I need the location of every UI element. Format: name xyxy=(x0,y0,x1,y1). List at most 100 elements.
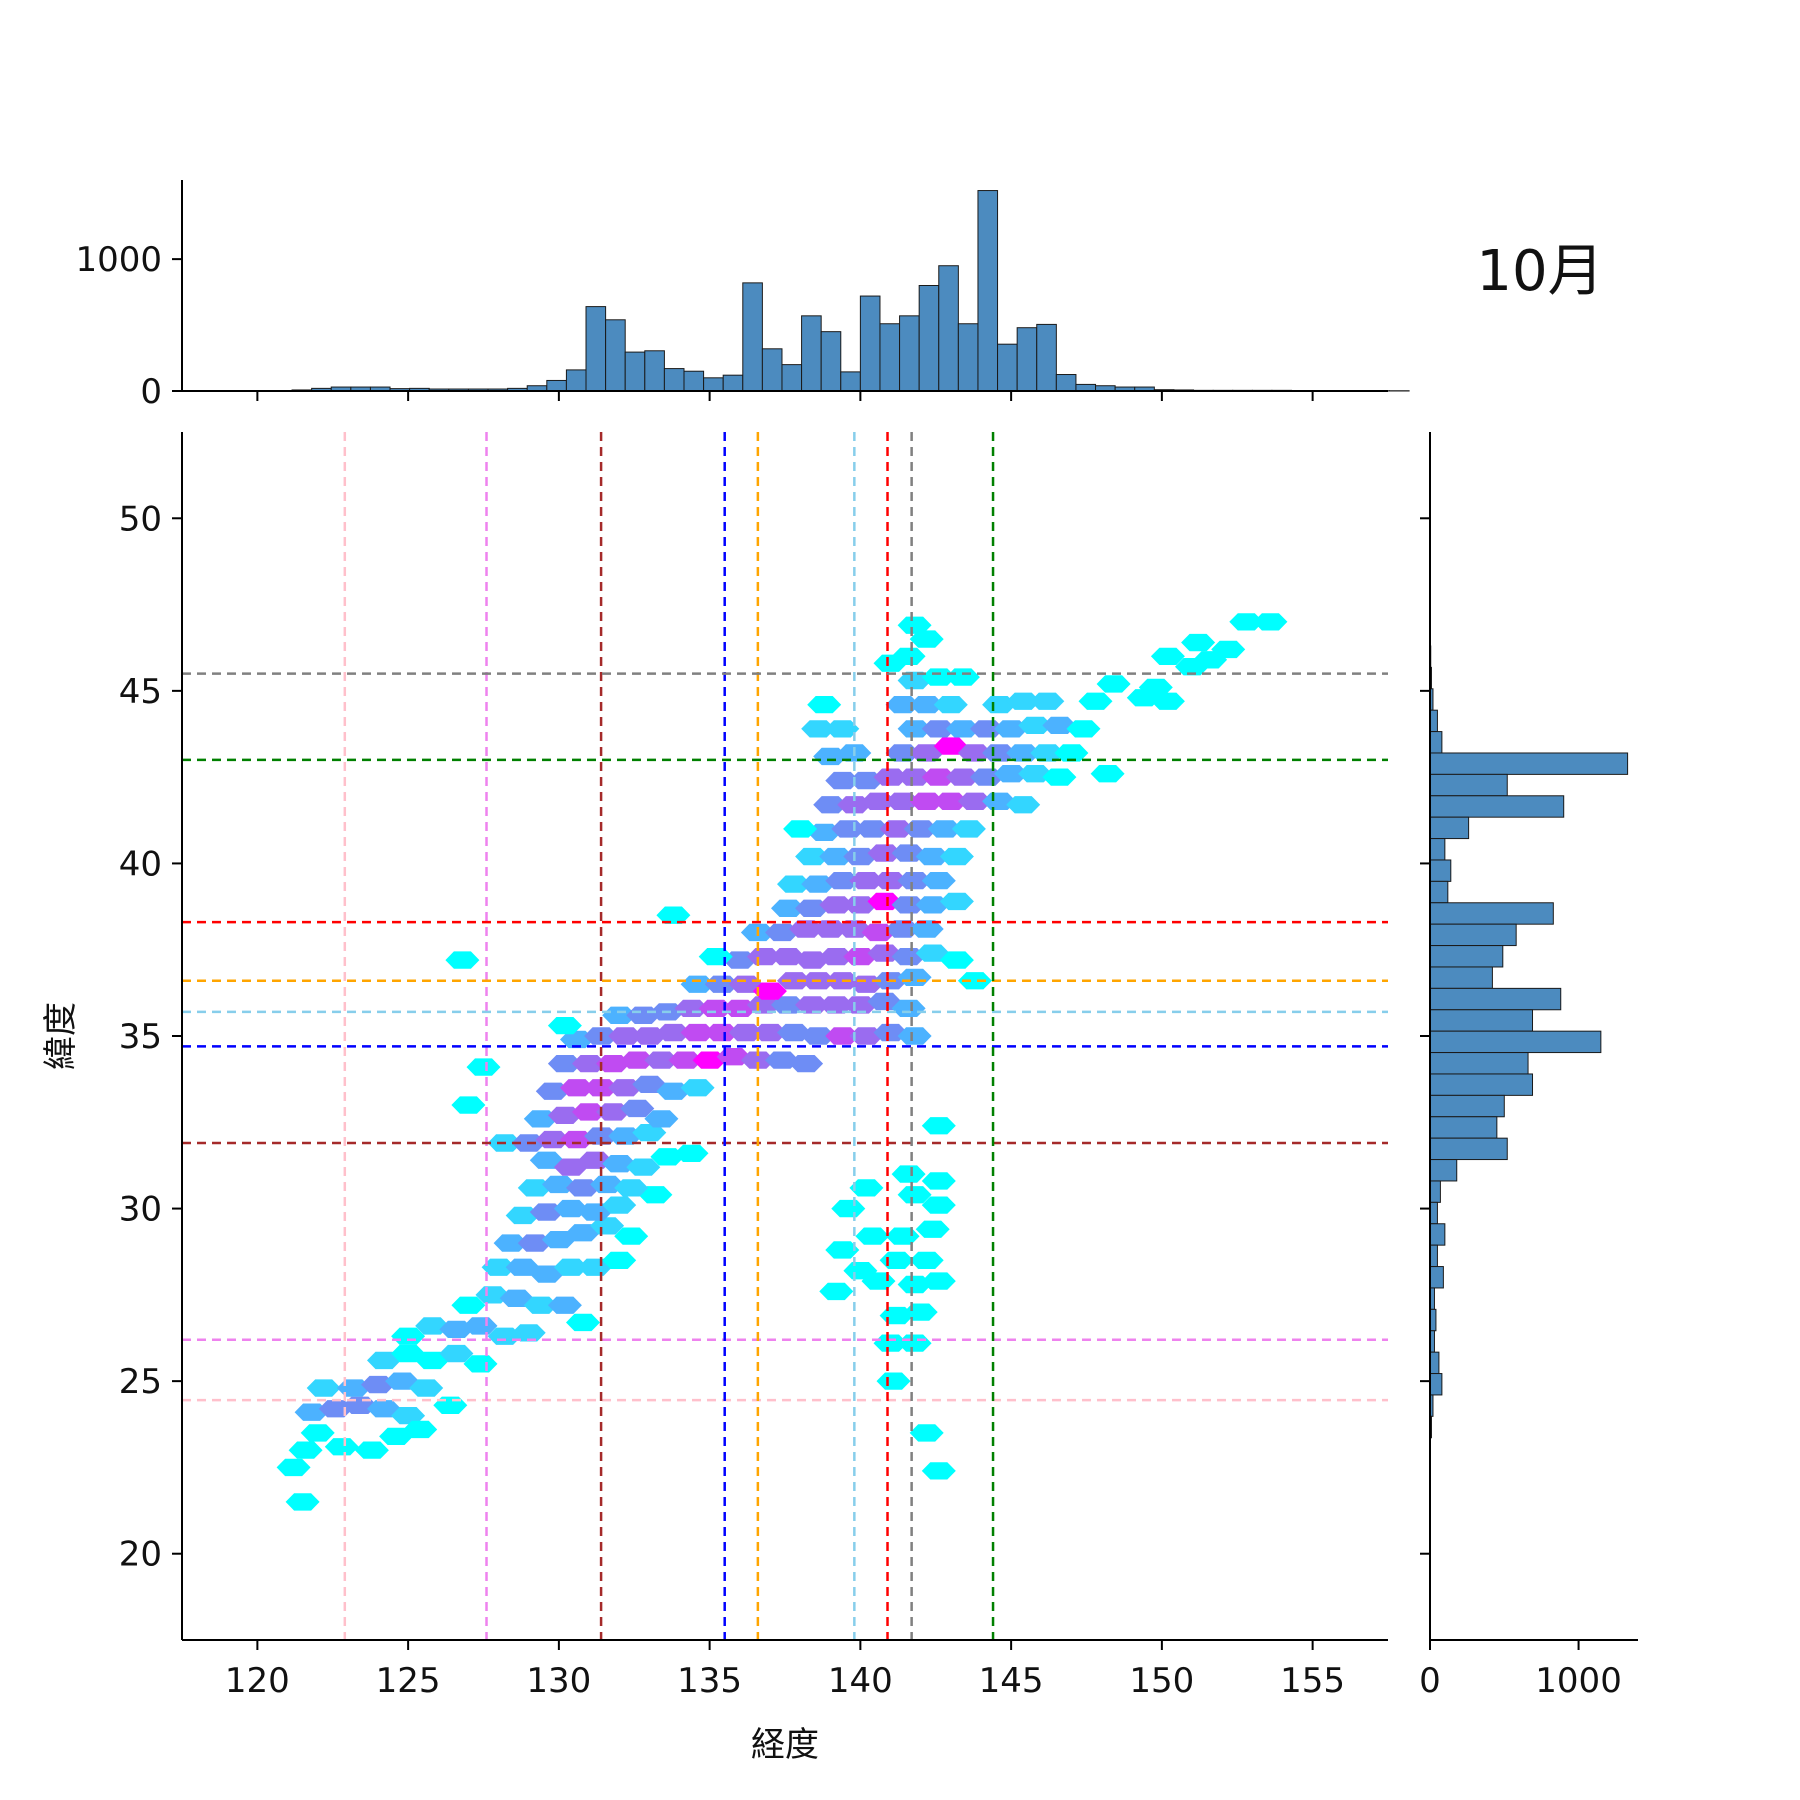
hexbin-cell xyxy=(1150,692,1185,710)
hexbin-cell xyxy=(445,951,480,969)
top-histogram-bar xyxy=(703,377,724,392)
right-histogram-bar xyxy=(1429,945,1504,968)
hexbin-cell xyxy=(1253,613,1288,631)
hexbin-cell xyxy=(746,996,781,1014)
right-histogram-bar xyxy=(1429,773,1508,797)
hexbin-cell xyxy=(921,1172,956,1190)
x-tick-label: 150 xyxy=(1129,1661,1194,1701)
joint-panel: 120 125 130 135 140 145 150 155 20253035404550 … xyxy=(41,432,1388,1765)
hexbin-cell xyxy=(825,720,860,738)
top-histogram-bar xyxy=(801,315,822,392)
hexbin-cell xyxy=(1006,796,1041,814)
hexbin-cell xyxy=(385,1372,420,1390)
hexbin-cell xyxy=(909,1251,944,1269)
hexbin-cell xyxy=(354,1441,389,1459)
hexbin-cell xyxy=(876,1372,911,1390)
right-histogram-bar xyxy=(1429,731,1443,754)
hexbin-cell xyxy=(921,1462,956,1480)
hexbin-cell xyxy=(680,1023,715,1042)
hexbin-cell xyxy=(873,768,908,786)
hexbin-cell xyxy=(957,744,992,762)
hexbin-cell xyxy=(994,765,1029,783)
hexbin-cell xyxy=(801,1027,836,1045)
hexbin-cell xyxy=(481,1258,516,1276)
y-ticks: 20 25 30 35 40 45 50 xyxy=(119,499,182,1575)
top-histogram-bar xyxy=(957,323,979,392)
hexbin-cell xyxy=(1078,692,1113,710)
hexbin-cell xyxy=(831,1199,866,1218)
hexbin-cell xyxy=(620,1099,655,1118)
hexbin-cell xyxy=(463,1317,498,1335)
x-tick-label: 140 xyxy=(828,1661,893,1701)
hexbin-cell xyxy=(873,872,908,890)
hexbin-cell xyxy=(740,1051,775,1069)
right-histogram-bar xyxy=(1429,1180,1441,1203)
hexbin-cell xyxy=(728,1023,763,1042)
hexbin-cell xyxy=(1096,675,1131,693)
right-histogram-bar xyxy=(1429,1351,1440,1375)
top-hist-y-tick-label: 1000 xyxy=(75,240,162,280)
hexbin-cell xyxy=(909,696,944,714)
hexbin-cell xyxy=(300,1424,335,1442)
hexbin-cell xyxy=(933,696,968,714)
x-tick-label: 130 xyxy=(526,1661,591,1701)
x-tick-label: 125 xyxy=(376,1661,441,1701)
x-tick-label: 120 xyxy=(225,1661,290,1701)
hexbin-cell xyxy=(813,920,848,938)
right-hist-x-tick-label: 1000 xyxy=(1535,1661,1622,1701)
hexbin-cell xyxy=(409,1379,444,1397)
hexbin-cell xyxy=(1030,744,1065,762)
right-histogram-bar xyxy=(1429,1373,1443,1396)
hexbin-cell xyxy=(680,975,715,993)
hexbin-cell xyxy=(801,720,836,738)
hexbin-cell xyxy=(415,1351,450,1370)
top-histogram-panel: 0 1000 xyxy=(75,180,1410,412)
hexbin-cell xyxy=(795,847,830,866)
hexbin-cell xyxy=(752,982,787,1000)
right-histogram-bar xyxy=(1429,987,1562,1011)
right-histogram-bar xyxy=(1429,1116,1498,1139)
hexbin-cell xyxy=(529,1265,564,1283)
hexbin-cell xyxy=(1006,744,1041,762)
reference-lines xyxy=(182,432,1388,1640)
right-hist-y-ticks xyxy=(1420,517,1430,1555)
hexbin-cell xyxy=(819,996,854,1014)
hexbin-cell xyxy=(855,1227,890,1245)
hexbin-cell xyxy=(553,1158,588,1176)
hexbin-cell xyxy=(855,820,890,838)
x-tick-label: 135 xyxy=(677,1661,742,1701)
hexbin-cell xyxy=(572,1055,606,1073)
top-histogram-bar xyxy=(997,343,1018,392)
right-histogram-bar xyxy=(1429,1052,1529,1075)
hexbin-cell xyxy=(777,875,811,893)
hexbin-cell xyxy=(921,1272,956,1290)
hexbin-cell xyxy=(897,1186,932,1204)
top-histogram-bar xyxy=(663,368,685,392)
top-histogram-bar xyxy=(742,282,763,392)
hexbin-cell xyxy=(921,1117,956,1135)
right-histogram-bar xyxy=(1429,902,1554,925)
y-tick-label: 30 xyxy=(119,1190,162,1230)
hexbin-cell xyxy=(939,847,974,866)
right-histogram-bar xyxy=(1429,1094,1505,1118)
hexbin-cell xyxy=(1042,768,1077,786)
hexbin-cell xyxy=(921,768,956,786)
hexbin-cell xyxy=(819,1282,854,1301)
hexbin-cell xyxy=(807,696,842,714)
hexbin-cell xyxy=(795,996,830,1014)
hexbin-cell xyxy=(897,1027,932,1045)
hexbin-cell xyxy=(867,844,902,862)
y-tick-label: 25 xyxy=(119,1362,162,1402)
x-axis-label: 経度 xyxy=(751,1725,819,1765)
hexbin-cell xyxy=(656,1023,691,1042)
top-histogram-bar xyxy=(683,370,705,392)
hexbin-cell xyxy=(909,1424,944,1442)
hexbin-cell xyxy=(656,906,691,924)
right-histogram-bar xyxy=(1429,816,1470,840)
hexbin-cell xyxy=(970,720,1004,738)
hexbin-cell xyxy=(602,1251,637,1269)
hexbin-cell xyxy=(813,796,848,814)
right-histogram-bar xyxy=(1429,1137,1508,1161)
hexbin-cell xyxy=(849,1179,884,1197)
right-histogram-bar xyxy=(1429,859,1452,882)
